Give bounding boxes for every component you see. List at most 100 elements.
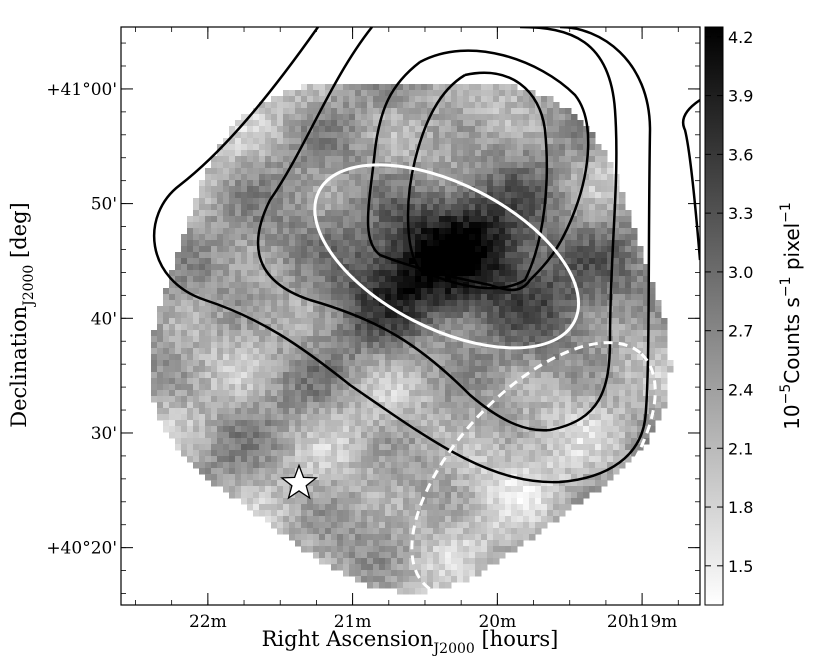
heatmap-cell	[391, 402, 398, 409]
heatmap-cell	[307, 486, 314, 493]
heatmap-cell	[583, 480, 590, 487]
heatmap-cell	[589, 180, 596, 187]
heatmap-cell	[481, 324, 488, 331]
heatmap-cell	[355, 378, 362, 385]
heatmap-cell	[625, 294, 632, 301]
heatmap-cell	[397, 414, 404, 421]
heatmap-cell	[409, 150, 416, 157]
heatmap-cell	[349, 282, 356, 289]
heatmap-cell	[607, 402, 614, 409]
heatmap-cell	[571, 198, 578, 205]
heatmap-cell	[343, 450, 350, 457]
heatmap-cell	[391, 318, 398, 325]
heatmap-cell	[571, 240, 578, 247]
heatmap-cell	[229, 426, 236, 433]
heatmap-cell	[505, 276, 512, 283]
heatmap-cell	[439, 426, 446, 433]
heatmap-cell	[325, 480, 332, 487]
heatmap-cell	[307, 174, 314, 181]
heatmap-cell	[373, 228, 380, 235]
heatmap-cell	[283, 312, 290, 319]
heatmap-cell	[397, 96, 404, 103]
heatmap-cell	[523, 252, 530, 259]
heatmap-cell	[205, 186, 212, 193]
heatmap-cell	[283, 348, 290, 355]
heatmap-cell	[559, 480, 566, 487]
heatmap-cell	[475, 138, 482, 145]
heatmap-cell	[451, 138, 458, 145]
heatmap-cell	[325, 474, 332, 481]
heatmap-cell	[433, 456, 440, 463]
heatmap-cell	[607, 390, 614, 397]
heatmap-cell	[643, 426, 650, 433]
heatmap-cell	[187, 246, 194, 253]
heatmap-cell	[439, 312, 446, 319]
heatmap-cell	[409, 102, 416, 109]
heatmap-cell	[553, 450, 560, 457]
heatmap-cell	[505, 294, 512, 301]
heatmap-cell	[577, 408, 584, 415]
heatmap-cell	[361, 282, 368, 289]
heatmap-cell	[565, 228, 572, 235]
heatmap-cell	[217, 414, 224, 421]
heatmap-cell	[295, 360, 302, 367]
heatmap-cell	[283, 342, 290, 349]
heatmap-cell	[643, 282, 650, 289]
heatmap-cell	[301, 102, 308, 109]
heatmap-cell	[547, 192, 554, 199]
heatmap-cell	[373, 240, 380, 247]
heatmap-cell	[217, 162, 224, 169]
heatmap-cell	[409, 348, 416, 355]
heatmap-cell	[487, 432, 494, 439]
heatmap-cell	[451, 210, 458, 217]
heatmap-cell	[499, 234, 506, 241]
heatmap-cell	[241, 324, 248, 331]
heatmap-cell	[511, 378, 518, 385]
heatmap-cell	[571, 468, 578, 475]
heatmap-cell	[217, 390, 224, 397]
heatmap-cell	[553, 276, 560, 283]
heatmap-cell	[397, 252, 404, 259]
heatmap-cell	[265, 210, 272, 217]
heatmap-cell	[265, 366, 272, 373]
heatmap-cell	[265, 462, 272, 469]
heatmap-cell	[565, 396, 572, 403]
heatmap-cell	[409, 468, 416, 475]
heatmap-cell	[163, 402, 170, 409]
heatmap-cell	[397, 120, 404, 127]
heatmap-cell	[373, 246, 380, 253]
heatmap-cell	[259, 246, 266, 253]
heatmap-cell	[613, 288, 620, 295]
heatmap-cell	[175, 330, 182, 337]
heatmap-cell	[295, 354, 302, 361]
heatmap-cell	[283, 240, 290, 247]
heatmap-cell	[223, 360, 230, 367]
heatmap-cell	[277, 426, 284, 433]
heatmap-cell	[349, 342, 356, 349]
heatmap-cell	[487, 414, 494, 421]
heatmap-cell	[343, 444, 350, 451]
heatmap-cell	[157, 342, 164, 349]
heatmap-cell	[439, 450, 446, 457]
heatmap-cell	[559, 324, 566, 331]
heatmap-cell	[463, 114, 470, 121]
heatmap-cell	[151, 384, 158, 391]
heatmap-cell	[367, 468, 374, 475]
heatmap-cell	[523, 174, 530, 181]
heatmap-cell	[409, 474, 416, 481]
heatmap-cell	[457, 258, 464, 265]
heatmap-cell	[235, 318, 242, 325]
heatmap-cell	[547, 258, 554, 265]
heatmap-cell	[361, 138, 368, 145]
heatmap-cell	[529, 114, 536, 121]
heatmap-cell	[391, 378, 398, 385]
heatmap-cell	[235, 306, 242, 313]
heatmap-cell	[277, 210, 284, 217]
heatmap-cell	[517, 90, 524, 97]
heatmap-cell	[601, 480, 608, 487]
heatmap-cell	[553, 270, 560, 277]
heatmap-cell	[415, 162, 422, 169]
heatmap-cell	[211, 198, 218, 205]
heatmap-cell	[373, 318, 380, 325]
heatmap-cell	[463, 420, 470, 427]
